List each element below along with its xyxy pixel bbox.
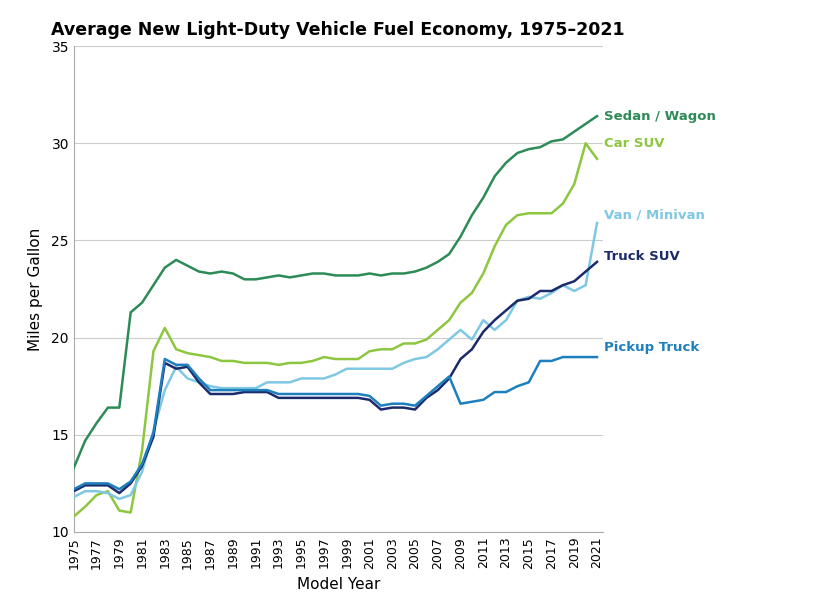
Text: Truck SUV: Truck SUV [603, 250, 679, 263]
Title: Average New Light-Duty Vehicle Fuel Economy, 1975–2021: Average New Light-Duty Vehicle Fuel Econ… [52, 21, 624, 39]
Text: Pickup Truck: Pickup Truck [603, 341, 699, 354]
Y-axis label: Miles per Gallon: Miles per Gallon [28, 228, 43, 351]
Text: Car SUV: Car SUV [603, 137, 663, 150]
Text: Van / Minivan: Van / Minivan [603, 208, 704, 221]
X-axis label: Model Year: Model Year [296, 577, 379, 592]
Text: Sedan / Wagon: Sedan / Wagon [603, 109, 715, 122]
